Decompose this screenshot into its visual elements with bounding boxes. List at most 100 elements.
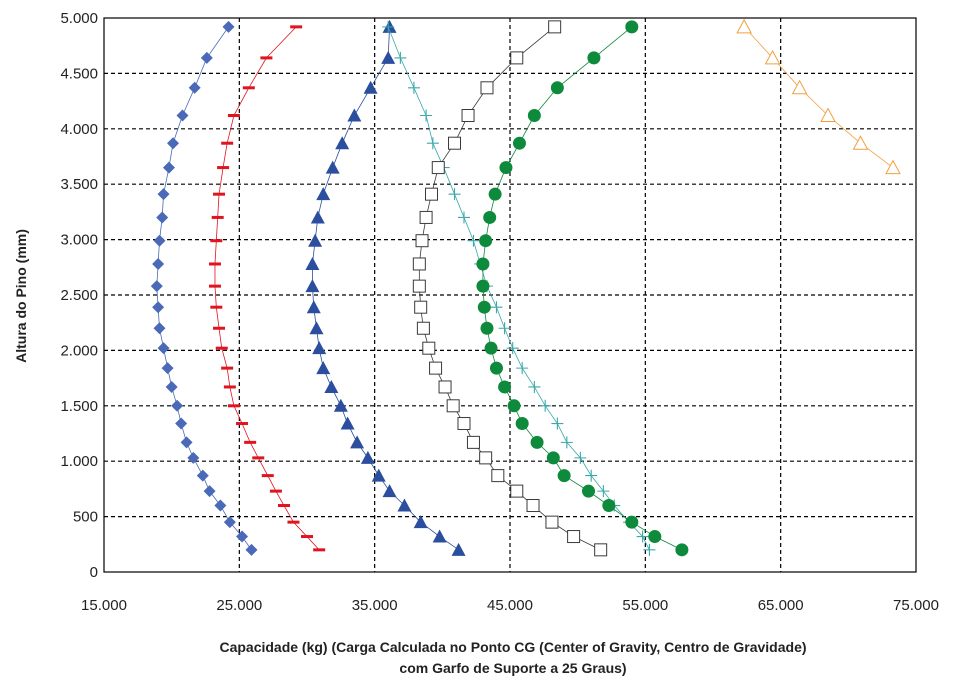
- data-point: [363, 80, 378, 94]
- data-point: [791, 79, 808, 95]
- data-point: [236, 422, 249, 426]
- data-point: [221, 366, 234, 370]
- data-point: [451, 542, 466, 556]
- series-2: [208, 25, 326, 552]
- data-point: [597, 485, 610, 498]
- series-line: [387, 26, 650, 551]
- data-point: [309, 321, 324, 335]
- data-point: [305, 279, 320, 293]
- data-point: [515, 417, 529, 431]
- y-tick-label: 500: [73, 509, 98, 526]
- data-point: [419, 210, 433, 224]
- data-point: [480, 321, 494, 335]
- data-point: [466, 435, 480, 449]
- y-tick-label: 0: [90, 564, 98, 581]
- data-point: [488, 187, 502, 201]
- data-point: [215, 346, 228, 350]
- data-point: [457, 211, 470, 224]
- data-point: [333, 398, 348, 412]
- x-axis-ticks: 15.000 25.000 35.000 45.000 55.000 65.000 75.0…: [81, 597, 939, 614]
- series-6: [476, 20, 689, 557]
- data-point: [161, 362, 174, 375]
- data-point: [347, 108, 362, 122]
- series-line: [743, 26, 894, 168]
- data-point: [446, 399, 460, 413]
- data-point: [528, 380, 541, 393]
- data-point: [461, 109, 475, 123]
- data-point: [382, 20, 395, 33]
- data-point: [165, 380, 178, 393]
- y-tick-label: 1.500: [60, 398, 98, 415]
- data-point: [252, 456, 265, 460]
- data-point: [208, 262, 221, 266]
- series-line: [312, 26, 459, 551]
- data-point: [277, 504, 290, 508]
- data-point: [325, 160, 340, 174]
- data-point: [506, 342, 519, 355]
- data-point: [499, 161, 513, 175]
- y-tick-label: 1.000: [60, 453, 98, 470]
- data-point: [210, 239, 223, 243]
- data-point: [479, 451, 493, 465]
- series-line: [482, 26, 683, 551]
- data-point: [560, 436, 573, 449]
- data-point: [425, 187, 439, 201]
- x-tick-label: 35.000: [352, 597, 398, 614]
- data-point: [420, 109, 433, 122]
- data-point: [545, 515, 559, 529]
- data-point: [227, 114, 240, 118]
- data-point: [150, 280, 163, 293]
- data-point: [242, 86, 255, 90]
- data-point: [301, 535, 313, 539]
- data-point: [223, 516, 236, 529]
- data-point: [313, 548, 326, 552]
- data-point: [214, 499, 227, 512]
- data-point: [180, 436, 193, 449]
- x-tick-label: 45.000: [487, 597, 533, 614]
- data-point: [489, 361, 503, 375]
- data-point: [413, 515, 428, 529]
- data-point: [306, 300, 321, 314]
- data-point: [236, 530, 249, 543]
- data-point: [175, 417, 188, 430]
- data-point: [407, 81, 420, 94]
- data-point: [360, 450, 375, 464]
- plot-area: [103, 17, 917, 573]
- data-point: [476, 257, 490, 271]
- data-point: [557, 469, 571, 483]
- x-axis-title-line1: Capacidade (kg) (Carga Calculada no Pont…: [219, 639, 806, 655]
- data-point: [222, 20, 235, 33]
- data-point: [643, 543, 656, 556]
- data-point: [213, 326, 226, 330]
- data-point: [152, 257, 165, 270]
- data-point: [245, 543, 258, 556]
- data-point: [602, 499, 616, 513]
- data-point: [431, 161, 445, 175]
- data-point: [422, 341, 436, 355]
- data-point: [316, 187, 331, 201]
- data-point: [335, 136, 350, 150]
- data-point: [507, 399, 521, 413]
- x-tick-label: 55.000: [622, 597, 668, 614]
- data-point: [162, 161, 175, 174]
- y-tick-label: 2.000: [60, 342, 98, 359]
- data-point: [574, 451, 587, 464]
- data-point: [176, 109, 189, 122]
- data-point: [852, 135, 869, 150]
- data-point: [585, 469, 598, 482]
- data-point: [350, 435, 365, 449]
- data-point: [312, 341, 327, 355]
- data-point: [221, 141, 234, 145]
- data-point: [648, 530, 662, 544]
- data-point: [412, 279, 426, 293]
- data-point: [636, 530, 649, 543]
- data-point: [546, 451, 560, 465]
- data-point: [483, 210, 497, 224]
- data-point: [261, 474, 274, 478]
- data-point: [414, 300, 428, 314]
- data-point: [203, 485, 216, 498]
- data-point: [187, 451, 200, 464]
- y-tick-label: 3.500: [60, 176, 98, 193]
- data-point: [457, 417, 471, 431]
- data-point: [484, 341, 498, 355]
